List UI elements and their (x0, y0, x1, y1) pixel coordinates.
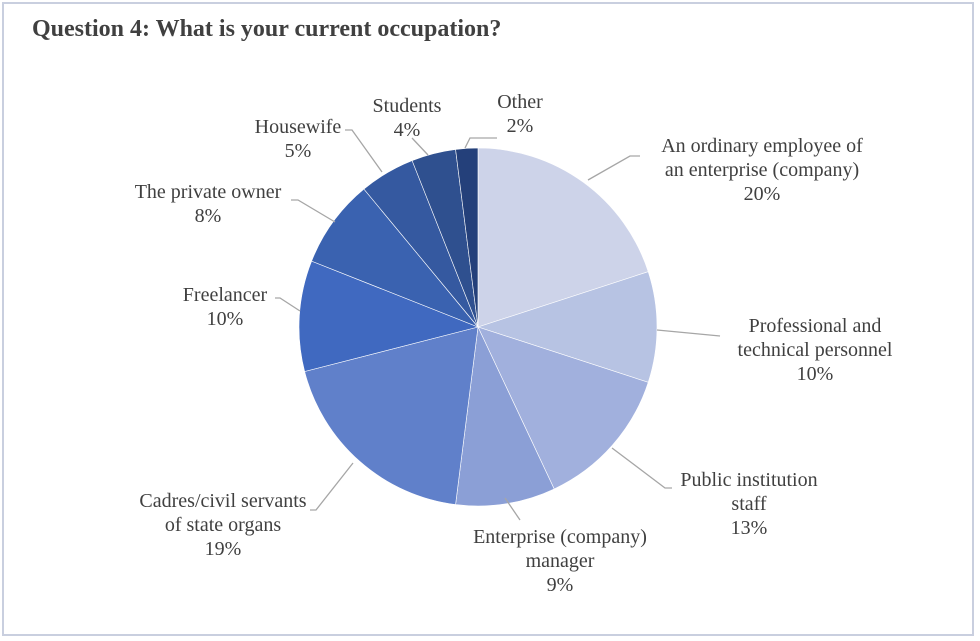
slice-category-label: Professional and (749, 315, 882, 337)
slice-category-label: An ordinary employee of (661, 135, 863, 157)
slice-label-6: The private owner 8% (135, 181, 282, 227)
slice-category-label: Public institution (680, 469, 817, 491)
slice-value-label: 19% (205, 538, 242, 560)
slice-value-label: 10% (207, 308, 244, 330)
slice-labels: An ordinary employee of an enterprise (co… (135, 91, 893, 596)
slice-category-label: Cadres/civil servants (139, 490, 306, 512)
slice-label-0: An ordinary employee of an enterprise (co… (661, 135, 863, 205)
slice-category-label: manager (526, 550, 595, 572)
leader-line-0 (587, 155, 640, 181)
pie-slice-0 (477, 147, 649, 328)
slice-value-label: 4% (394, 119, 421, 141)
slice-value-label: 9% (547, 574, 574, 596)
slice-label-9: Other 2% (497, 91, 543, 137)
slice-category-label: Freelancer (183, 284, 268, 306)
pie-slices (298, 147, 658, 507)
slice-label-2: Public institution staff 13% (680, 469, 817, 539)
slice-label-8: Students 4% (373, 95, 442, 141)
chart-title: Question 4: What is your current occupat… (32, 16, 502, 42)
slice-value-label: 2% (507, 115, 534, 137)
pie-slice-4 (304, 326, 479, 505)
leader-line-4 (310, 462, 354, 511)
leader-line-5 (275, 297, 301, 312)
slice-category-label: staff (731, 493, 767, 515)
pie-slice-3 (455, 325, 555, 507)
slice-category-label: an enterprise (company) (665, 159, 859, 181)
slice-category-label: The private owner (135, 181, 282, 203)
slice-category-label: Enterprise (company) (473, 526, 647, 548)
pie-slice-9 (455, 147, 479, 328)
slice-value-label: 8% (195, 205, 222, 227)
leader-line-1 (656, 329, 721, 337)
leader-line-9 (464, 137, 497, 149)
leader-line-8 (411, 137, 429, 156)
leader-line-6 (291, 199, 336, 223)
slice-label-4: Cadres/civil servants of state organs 19% (139, 490, 306, 560)
slice-label-1: Professional and technical personnel 10% (738, 315, 893, 385)
leader-line-2 (611, 447, 672, 489)
pie-slice-2 (477, 326, 649, 490)
slice-category-label: of state organs (165, 514, 281, 536)
pie-slice-6 (311, 188, 479, 328)
slice-value-label: 13% (731, 517, 768, 539)
pie-slice-5 (298, 260, 479, 372)
slice-category-label: Other (497, 91, 543, 113)
leader-lines (275, 129, 721, 521)
slice-label-7: Housewife 5% (255, 116, 342, 162)
slice-value-label: 10% (797, 363, 834, 385)
slice-value-label: 5% (285, 140, 312, 162)
leader-line-7 (345, 129, 383, 173)
slice-category-label: Housewife (255, 116, 342, 138)
slice-category-label: Students (373, 95, 442, 117)
leader-line-3 (504, 497, 521, 521)
slice-category-label: technical personnel (738, 339, 893, 361)
pie-slice-1 (477, 271, 658, 383)
slice-value-label: 20% (744, 183, 781, 205)
slice-label-5: Freelancer 10% (183, 284, 268, 330)
slice-label-3: Enterprise (company) manager 9% (473, 526, 647, 596)
